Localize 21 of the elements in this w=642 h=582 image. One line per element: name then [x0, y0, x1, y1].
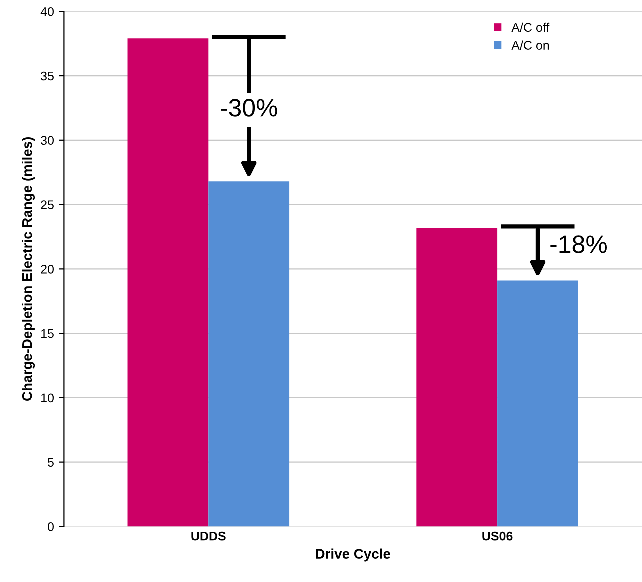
y-tick-label: 35 — [41, 72, 54, 81]
y-tick-label: 5 — [48, 458, 54, 467]
y-tick-label: 15 — [42, 329, 54, 338]
bar — [208, 182, 290, 527]
annotation: -18% — [550, 236, 608, 254]
x-tick-label: US06 — [482, 532, 513, 541]
legend-label: A/C on — [512, 40, 550, 50]
y-axis-title: Charge-Depletion Electric Range (miles) — [22, 137, 36, 401]
y-tick-label: 30 — [41, 136, 54, 146]
y-tick-label: 20 — [41, 264, 54, 274]
legend-label: A/C off — [512, 22, 550, 32]
x-tick-label: UDDS — [192, 532, 226, 541]
y-tick-label: 10 — [42, 394, 54, 403]
x-axis-title: Drive Cycle — [316, 548, 390, 562]
bar — [498, 280, 578, 527]
y-tick-label: 40 — [40, 7, 54, 16]
bar — [128, 38, 209, 527]
y-tick-label: 0 — [48, 522, 54, 532]
bar — [416, 228, 498, 527]
annotation: -30% — [221, 99, 278, 117]
y-tick-label: 25 — [41, 200, 54, 210]
